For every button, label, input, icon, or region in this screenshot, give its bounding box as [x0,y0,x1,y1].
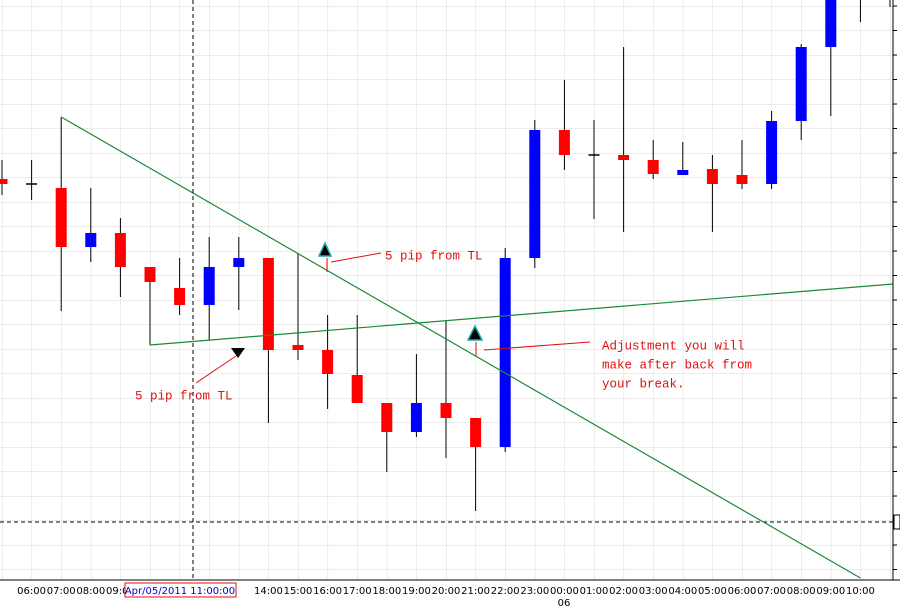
candle-body [114,233,126,267]
x-tick-label: 09:00 [106,586,135,597]
connector [195,355,237,384]
x-tick-label: 07:00 [47,586,76,597]
candle-body [795,47,807,121]
x-tick-label: 16:00 [313,586,342,597]
candle-body [499,258,511,447]
x-tick-label: 01:00 [580,586,609,597]
date-label: 06 [558,598,571,608]
x-tick-label: 07:00 [757,586,786,597]
trend-line [60,116,861,579]
x-tick-label: 20:00 [432,586,461,597]
candle-body [766,121,778,184]
x-tick-label: 04:00 [668,586,697,597]
price-marker [893,514,900,530]
x-tick-label: 02:00 [609,586,638,597]
connector [483,341,591,351]
candle-body [85,233,97,247]
plot-area [0,0,893,579]
up-arrow [317,241,333,257]
candle-body [470,418,482,447]
candle-body [144,267,156,282]
x-tick-label: 18:00 [372,586,401,597]
annotation: Adjustment you will [602,339,745,353]
candle-body [292,345,304,350]
candle-body [677,170,689,175]
x-tick-label: 22:00 [491,586,520,597]
x-tick-label: 19:00 [402,586,431,597]
candle-body [558,130,570,155]
candle-body [233,258,245,267]
x-tick-label: 08:00 [76,586,105,597]
x-tick-label: 08:00 [787,586,816,597]
x-tick-label: 15:00 [284,586,313,597]
candle-body [174,288,186,305]
candle-body [618,155,630,160]
x-tick-label: 10:00 [846,586,875,597]
candle-body [0,179,8,184]
grid [0,0,893,580]
x-tick-label: 23:00 [520,586,549,597]
candle-body [647,160,659,174]
candle-body [736,175,748,184]
candle-body [440,403,452,418]
annotation: 5 pip from TL [135,389,233,403]
candle-body [706,169,718,184]
x-tick-label: 14:00 [254,586,283,597]
trend-line [149,283,893,346]
candle-body [322,350,334,374]
annotation-layer [195,241,591,384]
up-arrow [466,324,484,341]
x-tick-label: 06:00 [17,586,46,597]
x-tick-label: 17:00 [343,586,372,597]
annotation: 5 pip from TL [385,249,483,263]
time-axis: 06:00 07:00 08:00 09:00 14:00 15:00 16:00 17:00… [17,586,875,597]
x-tick-label: 09:00 [816,586,845,597]
candle-body [825,0,837,47]
annotation: make after back from [602,358,752,372]
candle-body [381,403,393,432]
x-tick-label: 21:00 [461,586,490,597]
annotation: your break. [602,377,685,391]
candle-body [55,188,67,247]
crosshair-label-box [124,582,237,598]
price-axis-ticks [893,5,897,570]
crosshair-label: Apr/05/2011 11:00:00 [125,586,235,597]
connector [330,252,382,263]
candle-body [203,267,215,305]
x-tick-label: 05:00 [698,586,727,597]
down-arrow [231,348,245,358]
candle-body [529,130,541,258]
candle-body [262,258,274,350]
x-tick-label: 03:00 [639,586,668,597]
candle-body [351,375,363,403]
candle-body [410,403,422,432]
x-tick-label: 06:00 [728,586,757,597]
x-tick-label: 00:00 [550,586,579,597]
